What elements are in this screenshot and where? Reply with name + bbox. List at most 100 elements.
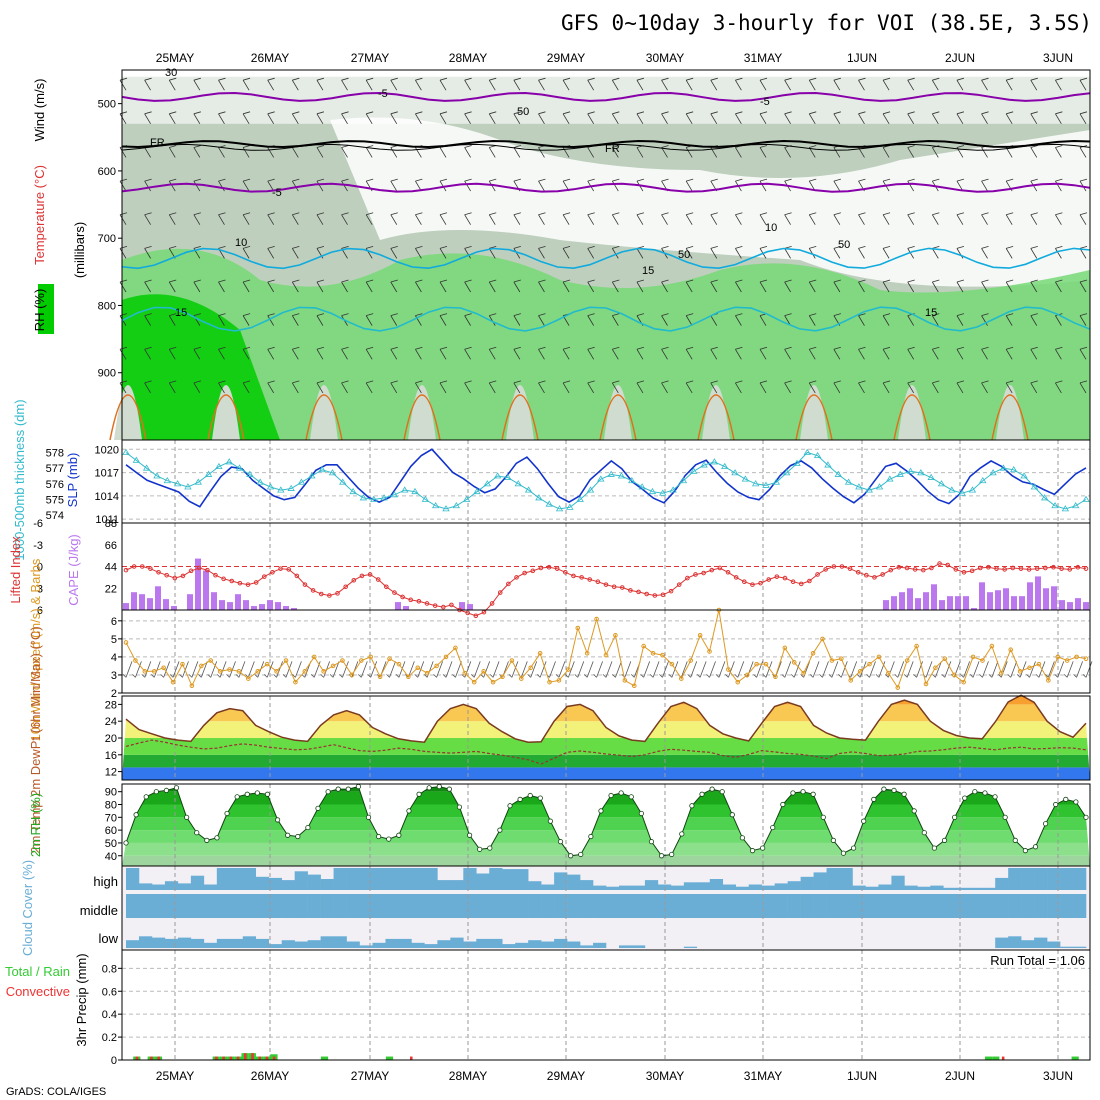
cloud-low-bar-71: [1047, 941, 1061, 948]
rh-point-58: [709, 786, 715, 792]
lifted-index-point-17: [262, 574, 267, 579]
wind-barb-5-19: [587, 245, 595, 259]
cape-bar-6: [171, 606, 177, 610]
lifted-index-point-20: [286, 567, 292, 572]
wind-speed-point-49: [584, 651, 590, 656]
rh-dry-region: [330, 117, 1090, 287]
wind-barb-0-6: [267, 77, 275, 91]
lifted-index-point-34: [400, 594, 405, 600]
surface-barb-96: [1026, 661, 1036, 678]
cloud-middle-bar-3: [164, 894, 179, 918]
cloud-low-bar-32: [541, 941, 555, 948]
temp-contour-warm-3: [403, 394, 441, 441]
wind-tick-5: 5: [111, 634, 117, 646]
wind-barb-6-10: [365, 279, 374, 293]
wind-barb-1-35: [981, 111, 989, 125]
wind-barb-1-5: [242, 111, 251, 125]
wind-barb-2-2: [168, 145, 177, 158]
rh-point-11: [234, 794, 240, 800]
wind-barb-8-28: [808, 346, 817, 360]
wind-speed-point-74: [820, 636, 825, 642]
rh-point-83: [962, 795, 968, 801]
lifted-index-point-30: [367, 572, 373, 577]
wind-barb-8-13: [439, 346, 448, 360]
wind-barb-6-22: [661, 279, 669, 293]
temp-tick-16: 16: [105, 750, 117, 762]
wind-barb-6-31: [882, 279, 891, 293]
wind-barb-0-25: [735, 77, 743, 91]
cloud-middle-bar-31: [528, 894, 542, 918]
thickness-point-21: [339, 478, 347, 485]
wind-speed-point-62: [707, 649, 712, 654]
rh-band-fill-6: [122, 786, 1090, 792]
wind-barb-8-20: [611, 346, 620, 360]
rh-point-21: [335, 786, 341, 792]
lifted-index-point-89: [847, 566, 853, 571]
wind-barb-4-36: [1005, 212, 1014, 225]
surface-barb-82: [894, 661, 905, 678]
wind-barb-4-0: [119, 212, 128, 225]
thickness-point-32: [452, 501, 461, 509]
rh-point-91: [1042, 821, 1049, 827]
cloud-high-bar-73: [1073, 868, 1087, 890]
lifted-index-point-58: [595, 579, 601, 585]
surface-barb-100: [1063, 661, 1074, 678]
wind-barb-6-7: [291, 279, 300, 293]
cloud-high-bar-18: [359, 868, 373, 890]
wind-barb-6-32: [907, 279, 915, 293]
chart-title: GFS 0~10day 3-hourly for VOI (38.5E, 3.5…: [561, 11, 1092, 35]
wind-speed-point-18: [293, 679, 298, 685]
cloud-low-bar-30: [515, 942, 529, 948]
wind-barb-1-12: [415, 111, 423, 125]
wind-barb-9-21: [636, 380, 645, 394]
wind-speed-point-67: [754, 661, 759, 667]
rh-point-75: [881, 786, 887, 792]
contour-label-10: 50: [517, 106, 529, 118]
wind-barb-3-3: [193, 178, 201, 192]
wind-speed-point-43: [528, 665, 534, 671]
cloud-middle-bar-53: [813, 894, 827, 918]
cape-bar-119: [1075, 598, 1081, 610]
wind-barb-8-0: [119, 346, 128, 360]
thickness-tick-576: 576: [46, 479, 64, 491]
wind-barb-6-23: [685, 279, 694, 293]
wind-barb-5-29: [833, 245, 841, 259]
cloud-high-bar-72: [1060, 868, 1074, 890]
slp-line: [125, 448, 1087, 508]
cloud-low-bar-4: [177, 937, 192, 948]
wind-barb-8-31: [882, 346, 891, 360]
cloud-high-bar-45: [709, 879, 724, 890]
wind-barb-7-34: [956, 313, 965, 326]
precip-convective-bar-20: [272, 1056, 276, 1060]
wind-barb-4-4: [218, 212, 226, 225]
lifted-index-point-29: [359, 573, 365, 579]
wind-barb-9-2: [168, 380, 177, 394]
cloud-high-bar-27: [476, 873, 490, 890]
wind-barb-3-23: [685, 178, 694, 192]
cloud-level-low: low: [98, 931, 118, 946]
wind-barb-7-4: [218, 313, 226, 326]
rh-point-23: [355, 783, 362, 790]
temp-tick-28: 28: [105, 699, 117, 711]
cloud-high-bar-5: [190, 875, 205, 890]
cloud-middle-bar-11: [268, 894, 282, 918]
wind-barb-4-34: [956, 212, 965, 225]
wind-barb-8-17: [538, 346, 546, 360]
rh-point-49: [618, 790, 624, 796]
cloud-high-bar-21: [398, 868, 412, 890]
lifted-index-point-81: [782, 575, 788, 581]
lifted-index-point-71: [701, 570, 706, 576]
wind-barb-6-38: [1055, 279, 1063, 293]
wind-speed-point-64: [726, 667, 731, 672]
cloud-middle-bar-36: [593, 894, 607, 918]
cloud-high-bar-20: [385, 868, 399, 890]
surface-barb-94: [1007, 661, 1018, 678]
cloud-high-bar-36: [593, 885, 607, 890]
rh-plume-2: [310, 385, 338, 440]
surface-barb-57: [659, 661, 669, 678]
lifted-index-point-90: [855, 570, 861, 575]
rh-point-93: [1063, 796, 1069, 802]
wind-speed-point-86: [933, 665, 938, 671]
thickness-ylabel: 1000-500mb thickness (dm): [12, 399, 27, 560]
wind-speed-point-39: [490, 679, 496, 685]
